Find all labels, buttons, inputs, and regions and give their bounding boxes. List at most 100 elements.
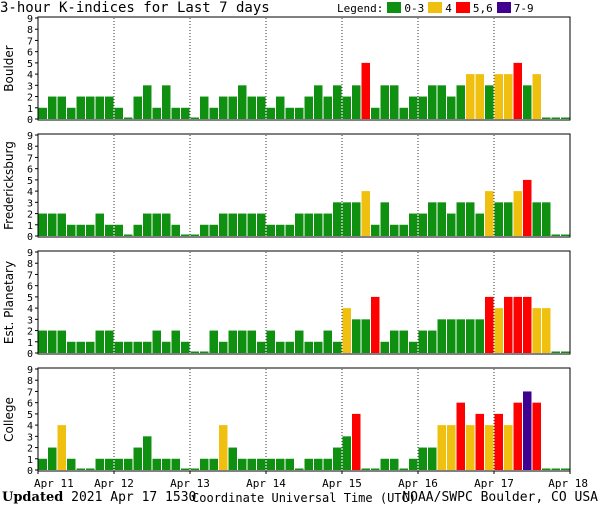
- k-index-bar: [105, 330, 114, 353]
- k-index-bar: [304, 341, 313, 353]
- k-index-bar: [523, 296, 532, 353]
- k-index-bar: [133, 96, 142, 119]
- k-index-bar: [323, 458, 332, 470]
- k-index-bar: [86, 224, 95, 236]
- y-tick-label: 7: [27, 387, 33, 398]
- k-index-bar: [399, 468, 408, 470]
- k-index-bar: [266, 107, 275, 119]
- k-index-bar: [314, 213, 323, 236]
- legend-item-label: 4: [445, 2, 452, 15]
- k-index-bar: [238, 330, 247, 353]
- k-index-bar: [124, 234, 133, 236]
- k-index-bar: [257, 213, 266, 236]
- k-index-bar: [219, 341, 228, 353]
- y-tick-label: 0: [27, 232, 33, 243]
- k-index-bar: [171, 224, 180, 236]
- y-tick-label: 4: [27, 70, 33, 81]
- k-index-bar: [86, 468, 95, 470]
- k-index-bar: [295, 468, 304, 470]
- k-index-bar: [323, 330, 332, 353]
- k-index-bar: [352, 202, 361, 236]
- x-tick-label: Apr 17: [474, 477, 514, 490]
- k-index-bar: [133, 447, 142, 470]
- y-tick-label: 6: [27, 282, 33, 293]
- k-index-bar: [523, 391, 532, 470]
- k-index-bar: [162, 341, 171, 353]
- k-index-bar: [67, 341, 76, 353]
- k-index-bar: [257, 341, 266, 353]
- k-index-bar: [513, 191, 522, 236]
- k-index-bar: [105, 224, 114, 236]
- panel-label: Boulder: [2, 45, 16, 92]
- x-tick-label: Apr 15: [322, 477, 362, 490]
- k-index-bar: [456, 402, 465, 470]
- k-index-bar: [466, 74, 475, 119]
- k-index-bar: [361, 319, 370, 353]
- k-index-bar: [304, 96, 313, 119]
- y-tick-label: 3: [27, 432, 33, 443]
- k-index-bar: [190, 351, 199, 353]
- y-tick-label: 8: [27, 259, 33, 270]
- footer-updated: Updated 2021 Apr 17 1530: [2, 490, 196, 505]
- k-index-bar: [352, 85, 361, 119]
- k-index-bar: [285, 107, 294, 119]
- k-index-bar: [114, 107, 123, 119]
- x-tick-label: Apr 16: [398, 477, 438, 490]
- y-tick-label: 2: [27, 210, 33, 221]
- k-index-bar: [399, 330, 408, 353]
- k-index-bar: [314, 85, 323, 119]
- k-index-bar: [266, 458, 275, 470]
- k-index-bar: [532, 402, 541, 470]
- k-index-bar: [124, 341, 133, 353]
- k-index-bar: [523, 179, 532, 236]
- k-index-bar: [551, 117, 560, 119]
- k-index-bar: [333, 341, 342, 353]
- k-index-bar: [485, 85, 494, 119]
- k-index-bar: [162, 458, 171, 470]
- k-index-bar: [276, 96, 285, 119]
- k-index-bar: [561, 234, 570, 236]
- y-tick-label: 5: [27, 410, 33, 421]
- k-index-bar: [342, 436, 351, 470]
- k-index-bar: [314, 341, 323, 353]
- k-index-bar: [342, 202, 351, 236]
- k-index-bar: [532, 308, 541, 353]
- k-index-bar: [238, 458, 247, 470]
- x-tick-label: Apr 18: [548, 477, 588, 490]
- k-index-bar: [456, 319, 465, 353]
- k-index-bar: [152, 458, 161, 470]
- k-index-bar: [418, 447, 427, 470]
- k-index-bar: [209, 458, 218, 470]
- k-index-bar: [67, 107, 76, 119]
- k-index-bar: [114, 224, 123, 236]
- legend-item-label: 7-9: [513, 2, 534, 15]
- k-index-bar: [38, 458, 47, 470]
- k-index-bar: [266, 224, 275, 236]
- x-tick-label: Apr 13: [170, 477, 210, 490]
- k-index-bar: [285, 458, 294, 470]
- k-index-bar: [475, 413, 484, 470]
- chart-title: 3-hour K-indices for Last 7 days: [0, 0, 270, 16]
- k-index-bar: [152, 213, 161, 236]
- y-tick-label: 5: [27, 59, 33, 70]
- k-index-bar: [494, 202, 503, 236]
- k-index-bar: [504, 74, 513, 119]
- k-index-bar: [57, 330, 66, 353]
- k-index-bar: [304, 213, 313, 236]
- k-index-bar: [247, 96, 256, 119]
- k-index-bar: [466, 425, 475, 470]
- k-index-bar: [133, 224, 142, 236]
- k-index-bar: [361, 468, 370, 470]
- k-index-bar: [409, 341, 418, 353]
- y-tick-label: 1: [27, 104, 33, 115]
- updated-label: Updated: [2, 490, 64, 505]
- k-index-bar: [513, 296, 522, 353]
- k-index-bar: [390, 330, 399, 353]
- k-index-bar: [200, 458, 209, 470]
- k-index-bar: [418, 96, 427, 119]
- k-index-bar: [200, 224, 209, 236]
- k-index-bar: [95, 330, 104, 353]
- k-index-bar: [276, 341, 285, 353]
- k-index-bar: [352, 319, 361, 353]
- k-index-bar: [333, 85, 342, 119]
